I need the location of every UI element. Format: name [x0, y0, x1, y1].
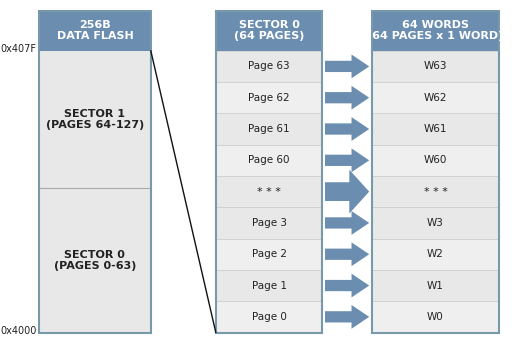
Bar: [39, 10, 151, 51]
Bar: [372, 51, 499, 82]
Bar: [216, 239, 322, 270]
Text: Page 62: Page 62: [248, 93, 290, 103]
Bar: [372, 207, 499, 239]
Bar: [372, 10, 499, 51]
Text: Page 1: Page 1: [252, 281, 287, 290]
Bar: [216, 51, 322, 82]
Bar: [372, 10, 499, 332]
Polygon shape: [325, 148, 369, 172]
Text: Page 63: Page 63: [248, 61, 290, 71]
Text: W0: W0: [427, 312, 444, 322]
Text: 0x407F: 0x407F: [1, 44, 36, 54]
Text: SECTOR 0
(64 PAGES): SECTOR 0 (64 PAGES): [234, 20, 304, 41]
Text: 0x4000: 0x4000: [0, 326, 36, 336]
Bar: [216, 176, 322, 207]
Bar: [216, 207, 322, 239]
Polygon shape: [325, 305, 369, 329]
Bar: [372, 82, 499, 113]
Bar: [372, 270, 499, 301]
Bar: [216, 145, 322, 176]
Polygon shape: [325, 211, 369, 235]
Bar: [216, 301, 322, 332]
Polygon shape: [325, 242, 369, 266]
Text: Page 0: Page 0: [252, 312, 287, 322]
Text: Page 3: Page 3: [252, 218, 287, 228]
Text: * * *: * * *: [424, 187, 447, 197]
Bar: [372, 145, 499, 176]
Text: SECTOR 0
(PAGES 0-63): SECTOR 0 (PAGES 0-63): [54, 250, 136, 271]
Text: W2: W2: [427, 249, 444, 259]
Bar: [372, 113, 499, 145]
Bar: [216, 270, 322, 301]
Text: * * *: * * *: [257, 187, 281, 197]
Text: Page 60: Page 60: [249, 155, 290, 165]
Polygon shape: [325, 170, 369, 214]
Text: W3: W3: [427, 218, 444, 228]
Bar: [216, 113, 322, 145]
Bar: [216, 10, 322, 51]
Polygon shape: [325, 274, 369, 298]
Text: Page 2: Page 2: [252, 249, 287, 259]
Text: SECTOR 1
(PAGES 64-127): SECTOR 1 (PAGES 64-127): [46, 108, 144, 130]
Polygon shape: [325, 86, 369, 110]
Bar: [216, 82, 322, 113]
Bar: [372, 176, 499, 207]
Text: 256B
DATA FLASH: 256B DATA FLASH: [57, 20, 133, 41]
Text: W1: W1: [427, 281, 444, 290]
Polygon shape: [325, 55, 369, 78]
Bar: [216, 10, 322, 332]
Bar: [39, 51, 151, 188]
Text: Page 61: Page 61: [248, 124, 290, 134]
Bar: [372, 239, 499, 270]
Text: W62: W62: [424, 93, 447, 103]
Text: W61: W61: [424, 124, 447, 134]
Bar: [39, 10, 151, 332]
Polygon shape: [325, 117, 369, 141]
Text: W60: W60: [424, 155, 447, 165]
Bar: [39, 188, 151, 332]
Text: 64 WORDS
(64 PAGES x 1 WORD): 64 WORDS (64 PAGES x 1 WORD): [367, 20, 504, 41]
Bar: [372, 301, 499, 332]
Text: W63: W63: [424, 61, 447, 71]
